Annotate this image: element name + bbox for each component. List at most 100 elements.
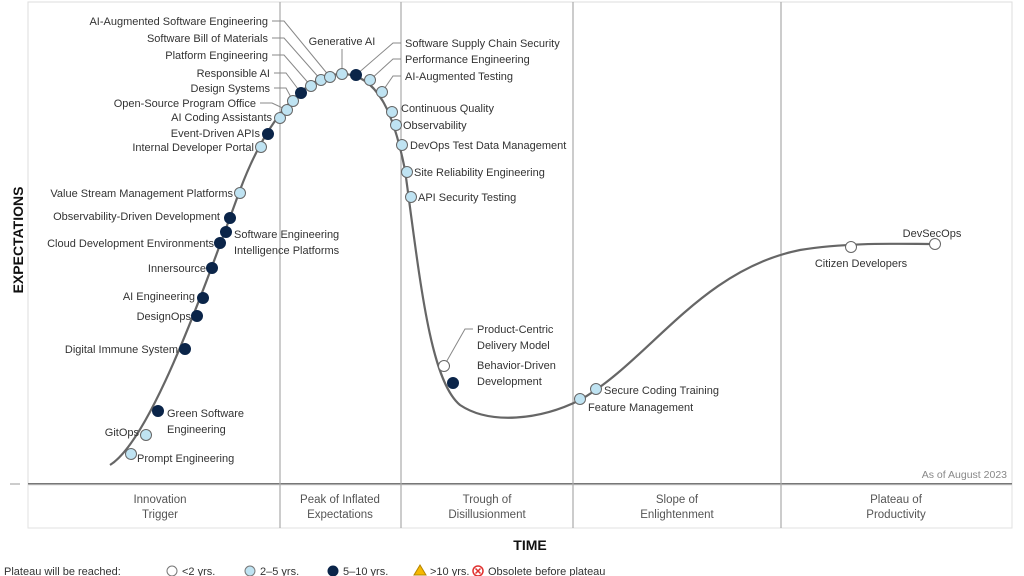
y-axis-label: EXPECTATIONS — [10, 187, 26, 294]
technology-point[interactable]: AI Coding Assistants — [171, 112, 286, 124]
plateau-marker-5to10[interactable] — [224, 212, 236, 224]
plateau-marker-5to10[interactable] — [191, 310, 203, 322]
technology-label: Platform Engineering — [165, 50, 268, 62]
plateau-marker-2to5[interactable] — [336, 68, 348, 80]
plateau-marker-2to5[interactable] — [401, 166, 413, 178]
technology-point[interactable]: Secure Coding Training — [590, 383, 719, 398]
technology-point[interactable]: Responsible AI — [197, 68, 307, 99]
leader-line — [272, 54, 312, 87]
plateau-marker-2to5[interactable] — [574, 393, 586, 405]
plateau-marker-5to10[interactable] — [206, 262, 218, 274]
technology-point[interactable]: Cloud Development Environments — [47, 237, 226, 251]
plateau-marker-2to5[interactable] — [376, 86, 388, 98]
technology-point[interactable]: Performance Engineering — [364, 54, 530, 86]
technology-point[interactable]: Innersource — [148, 262, 218, 276]
technology-point[interactable]: Product-Centric Delivery Model — [438, 324, 554, 372]
technology-point[interactable]: Feature Management — [574, 393, 694, 415]
technology-point[interactable]: DesignOps — [137, 310, 203, 324]
plateau-marker-2to5[interactable] — [140, 429, 152, 441]
plateau-marker-2to5[interactable] — [234, 187, 246, 199]
technology-label: Product-Centric — [477, 324, 554, 336]
plateau-marker-2to5[interactable] — [396, 139, 408, 151]
plateau-marker-5to10[interactable] — [214, 237, 226, 249]
technology-point[interactable]: Green Software Engineering — [152, 405, 245, 437]
plateau-marker-lt2[interactable] — [845, 241, 857, 253]
technology-point[interactable]: Design Systems — [191, 83, 299, 107]
plateau-marker-2to5[interactable] — [125, 448, 137, 460]
plateau-marker-5to10[interactable] — [152, 405, 164, 417]
plateau-marker-2to5[interactable] — [274, 112, 286, 124]
technology-point[interactable]: Prompt Engineering — [125, 448, 235, 466]
technology-label: Value Stream Management Platforms — [50, 188, 233, 200]
legend-title: Plateau will be reached: — [4, 566, 121, 576]
legend-item-label: <2 yrs. — [182, 566, 215, 576]
technology-label: Internal Developer Portal — [132, 142, 254, 154]
plateau-marker-2to5[interactable] — [324, 71, 336, 83]
technology-point[interactable]: API Security Testing — [405, 191, 517, 205]
technology-label: Digital Immune System — [65, 344, 178, 356]
technology-label: AI Engineering — [123, 291, 195, 303]
technology-point[interactable]: Software Engineering Intelligence Platfor… — [220, 226, 340, 258]
technology-label: Prompt Engineering — [137, 453, 234, 465]
plateau-marker-2to5[interactable] — [364, 74, 376, 86]
technology-point[interactable]: Value Stream Management Platforms — [50, 187, 246, 201]
technology-label: Innersource — [148, 263, 206, 275]
technology-point[interactable]: Continuous Quality — [386, 103, 495, 118]
technology-point[interactable]: DevSecOps — [903, 228, 962, 250]
technology-point[interactable]: Generative AI — [309, 36, 376, 80]
plateau-marker-5to10[interactable] — [262, 128, 274, 140]
technology-label: Cloud Development Environments — [47, 238, 214, 250]
plateau-marker-5to10[interactable] — [447, 377, 459, 389]
technology-point[interactable]: Digital Immune System — [65, 343, 191, 357]
technology-point[interactable]: DevOps Test Data Management — [396, 139, 567, 153]
technology-point[interactable]: Software Supply Chain Security — [350, 38, 561, 81]
technology-point[interactable]: Event-Driven APIs — [171, 128, 274, 140]
technology-label: Behavior-Driven — [477, 360, 556, 372]
plateau-marker-2to5[interactable] — [390, 119, 402, 131]
technology-label: Green Software — [167, 408, 244, 420]
technology-point[interactable]: Open-Source Program Office — [114, 98, 293, 116]
plateau-marker-2to5[interactable] — [590, 383, 602, 395]
phase-label: Expectations — [307, 509, 373, 521]
technology-point[interactable]: Internal Developer Portal — [132, 141, 267, 155]
phase-label: Innovation — [133, 494, 186, 506]
technology-point[interactable]: Site Reliability Engineering — [401, 166, 545, 180]
plateau-marker-5to10[interactable] — [350, 69, 362, 81]
plateau-marker-2to5[interactable] — [305, 80, 317, 92]
phase-label: Peak of Inflated — [300, 494, 380, 506]
technology-point[interactable]: Observability-Driven Development — [53, 211, 236, 224]
technology-point[interactable]: Platform Engineering — [165, 50, 317, 92]
technology-label: Engineering — [167, 424, 226, 436]
plateau-marker-2to5[interactable] — [386, 106, 398, 118]
plateau-marker-5to10[interactable] — [197, 292, 209, 304]
technology-label: Site Reliability Engineering — [414, 167, 545, 179]
technology-label: Design Systems — [191, 83, 271, 95]
technology-point[interactable]: GitOps — [105, 427, 152, 441]
triangle-icon — [413, 564, 427, 576]
technology-point[interactable]: Behavior-Driven Development — [447, 360, 556, 389]
legend-marker-lt2 — [166, 565, 178, 576]
leader-line — [272, 20, 331, 78]
plateau-marker-lt2[interactable] — [438, 360, 450, 372]
legend-item-label: 2–5 yrs. — [260, 566, 299, 576]
legend-item-label: >10 yrs. — [430, 566, 469, 576]
plateau-marker-5to10[interactable] — [179, 343, 191, 355]
technology-point[interactable]: Observability — [390, 119, 468, 133]
plateau-marker-2to5[interactable] — [255, 141, 267, 153]
technology-point[interactable]: AI-Augmented Software Engineering — [89, 16, 336, 83]
technology-point[interactable]: AI Engineering — [123, 291, 209, 304]
plateau-marker-2to5[interactable] — [281, 104, 293, 116]
plateau-marker-5to10[interactable] — [220, 226, 232, 238]
as-of-date: As of August 2023 — [922, 469, 1007, 481]
plateau-marker-lt2[interactable] — [929, 238, 941, 250]
plateau-marker-2to5[interactable] — [287, 95, 299, 107]
technology-label: Continuous Quality — [401, 103, 494, 115]
technology-point[interactable]: AI-Augmented Testing — [376, 71, 514, 98]
technology-label: Development — [477, 376, 542, 388]
technology-point[interactable]: Citizen Developers — [815, 241, 908, 271]
plateau-marker-2to5[interactable] — [405, 191, 417, 203]
technology-point[interactable]: Software Bill of Materials — [147, 33, 327, 86]
plateau-marker-5to10[interactable] — [295, 87, 307, 99]
phase-label: Plateau of — [870, 494, 923, 506]
technology-label: Observability — [403, 120, 467, 132]
